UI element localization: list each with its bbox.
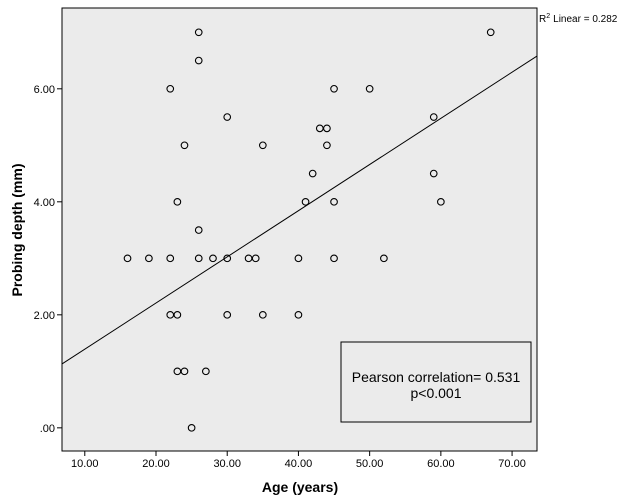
point <box>194 254 203 263</box>
point <box>486 28 495 37</box>
point <box>180 141 189 150</box>
point <box>202 367 210 376</box>
point <box>429 113 438 121</box>
point <box>330 84 338 93</box>
point <box>223 254 232 263</box>
fit-line <box>61 55 538 365</box>
point <box>365 84 374 93</box>
x-tick-label: 20.00 <box>142 458 170 470</box>
point <box>251 254 260 263</box>
r2-label: R2 Linear = 0.282 <box>539 13 618 25</box>
x-tick-label: 60.00 <box>427 458 455 470</box>
y-axis-label: Probing depth (mm) <box>9 164 25 297</box>
plot-area <box>61 7 538 452</box>
point <box>166 84 175 93</box>
point <box>258 310 267 319</box>
point <box>330 254 338 263</box>
point <box>294 310 303 319</box>
x-tick-label: 10.00 <box>71 458 99 470</box>
point <box>330 197 338 206</box>
annotation-box <box>340 341 532 423</box>
y-tick-label: 4.00 <box>34 197 55 209</box>
x-tick-label: 30.00 <box>213 458 241 470</box>
point <box>180 367 189 376</box>
point <box>194 56 203 65</box>
y-tick-label: 6.00 <box>34 84 55 96</box>
x-tick-label: 40.00 <box>285 458 313 470</box>
point <box>223 113 232 121</box>
point <box>429 169 438 178</box>
point <box>194 226 203 234</box>
y-tick-label: 2.00 <box>34 310 55 322</box>
r2-base: R <box>539 14 546 25</box>
point <box>209 254 217 263</box>
point <box>187 423 196 432</box>
annotation-line: p<0.001 <box>411 385 462 401</box>
point <box>294 254 303 263</box>
x-tick-label: 50.00 <box>356 458 384 470</box>
y-tick-label: .00 <box>40 423 55 435</box>
annotation-line: Pearson correlation= 0.531 <box>352 369 521 385</box>
point <box>258 141 267 150</box>
point <box>145 254 153 263</box>
r2-text: Linear = 0.282 <box>553 14 618 25</box>
point <box>323 124 331 133</box>
point <box>380 254 388 263</box>
point <box>308 169 317 178</box>
r2-sup: 2 <box>546 13 550 20</box>
x-tick-label: 70.00 <box>498 458 526 470</box>
point <box>301 197 310 206</box>
point <box>173 310 182 319</box>
x-axis-label: Age (years) <box>262 479 338 495</box>
point <box>166 254 175 263</box>
point <box>323 141 331 150</box>
point <box>437 197 445 206</box>
point <box>123 254 132 263</box>
point <box>173 197 182 206</box>
point <box>223 310 232 319</box>
point <box>194 28 203 37</box>
